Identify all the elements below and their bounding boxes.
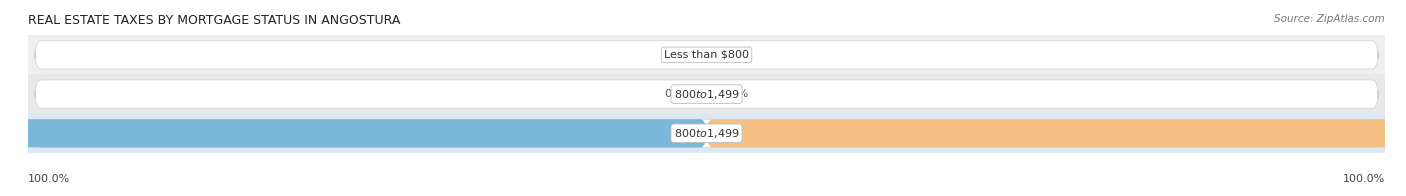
Legend: Without Mortgage, With Mortgage: Without Mortgage, With Mortgage <box>586 192 827 196</box>
Text: 0.0%: 0.0% <box>720 50 748 60</box>
Text: Source: ZipAtlas.com: Source: ZipAtlas.com <box>1274 14 1385 24</box>
Text: 0.0%: 0.0% <box>665 50 693 60</box>
Text: 100.0%: 100.0% <box>1343 174 1385 184</box>
FancyBboxPatch shape <box>707 119 1406 147</box>
FancyBboxPatch shape <box>35 119 1378 147</box>
FancyBboxPatch shape <box>0 119 707 147</box>
Text: Less than $800: Less than $800 <box>664 50 749 60</box>
Bar <box>28 74 1385 114</box>
Text: 100.0%: 100.0% <box>28 174 70 184</box>
Text: 0.0%: 0.0% <box>665 89 693 99</box>
FancyBboxPatch shape <box>35 80 1378 108</box>
Text: 0.0%: 0.0% <box>720 89 748 99</box>
Text: REAL ESTATE TAXES BY MORTGAGE STATUS IN ANGOSTURA: REAL ESTATE TAXES BY MORTGAGE STATUS IN … <box>28 14 401 27</box>
Bar <box>28 35 1385 74</box>
Bar <box>28 114 1385 153</box>
Text: $800 to $1,499: $800 to $1,499 <box>673 127 740 140</box>
Text: $800 to $1,499: $800 to $1,499 <box>673 88 740 101</box>
FancyBboxPatch shape <box>35 41 1378 69</box>
